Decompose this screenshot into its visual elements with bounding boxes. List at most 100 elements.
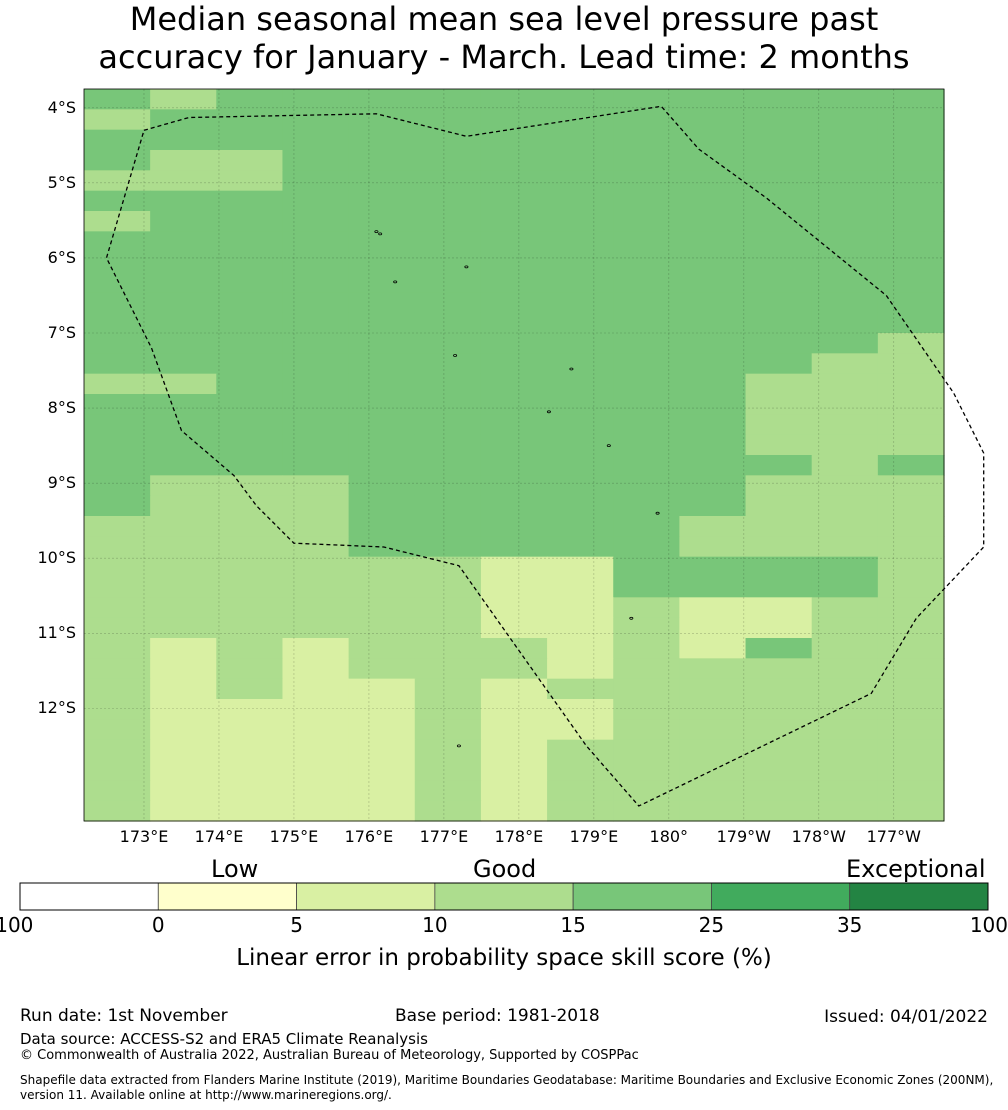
grid-cell [216, 292, 284, 314]
grid-cell [679, 516, 747, 537]
grid-cell [679, 190, 747, 212]
grid-cell [150, 129, 217, 151]
grid-cell [348, 190, 416, 212]
grid-cell [745, 129, 813, 151]
island-outline [453, 354, 458, 357]
grid-cell [150, 516, 217, 537]
grid-cell [414, 699, 482, 720]
grid-cell [480, 414, 548, 436]
grid-cell [348, 516, 416, 537]
grid-cell [547, 577, 614, 598]
grid-cell [745, 434, 813, 456]
grid-cell [282, 638, 350, 659]
grid-cell [877, 699, 945, 720]
grid-cell [348, 699, 416, 720]
island-outline [456, 744, 461, 748]
grid-cell [282, 516, 350, 537]
map-title-line-2: accuracy for January - March. Lead time:… [98, 38, 910, 76]
category-good-label: Good [473, 855, 537, 883]
grid-cell [84, 638, 151, 659]
grid-cell [811, 89, 879, 110]
grid-cell [679, 699, 747, 720]
grid-cell [348, 211, 416, 232]
grid-cell [150, 333, 217, 354]
grid-cell [216, 739, 284, 761]
latitude-label: 7°S [47, 323, 76, 342]
grid-cell [150, 190, 217, 212]
grid-cell [613, 190, 680, 212]
grid-cell [84, 312, 151, 334]
grid-cell [282, 109, 350, 131]
grid-cell [84, 455, 151, 476]
grid-cell [547, 109, 614, 131]
grid-cell [414, 536, 482, 558]
grid-cell [216, 150, 284, 171]
grid-cell [877, 211, 945, 232]
grid-cell [150, 638, 217, 659]
grid-cell [84, 658, 151, 680]
grid-cell [745, 333, 813, 354]
map-frame [83, 88, 945, 822]
grid-cell [414, 292, 482, 314]
longitude-label: 178°W [791, 827, 846, 846]
grid-cell [811, 414, 879, 436]
grid-cell [84, 373, 151, 395]
grid-cell [613, 89, 680, 110]
longitude-label: 174°E [194, 827, 244, 846]
grid-cell [348, 780, 416, 802]
longitude-label: 177°E [419, 827, 469, 846]
grid-cell [216, 251, 284, 273]
grid-cell [547, 455, 614, 476]
grid-cell [811, 373, 879, 395]
grid-cell [877, 292, 945, 314]
island-outline [546, 410, 551, 414]
grid-cell [150, 536, 217, 558]
grid-cell [414, 556, 482, 578]
grid-cell [414, 109, 482, 131]
grid-cell [613, 638, 680, 659]
grid-cell [480, 719, 548, 741]
grid-cell [150, 312, 217, 334]
grid-cell [216, 373, 284, 395]
grid-cell [216, 129, 284, 151]
grid-cell [877, 678, 945, 700]
grid-cell [150, 434, 217, 456]
grid-cell [613, 760, 680, 781]
grid-cell [282, 231, 350, 253]
grid-cell [877, 89, 945, 110]
grid-cell [216, 780, 284, 802]
grid-cell [84, 190, 151, 212]
grid-cell [745, 272, 813, 293]
grid-cell [216, 170, 284, 192]
lat-lon-gridlines [84, 89, 944, 821]
island-outline [655, 511, 660, 515]
grid-cell [480, 699, 548, 720]
grid-cell [745, 394, 813, 415]
grid-cell [348, 556, 416, 578]
grid-cell [150, 109, 217, 131]
grid-cell [745, 373, 813, 395]
grid-cell [745, 719, 813, 741]
colorbar-tick-label: 5 [290, 913, 303, 937]
grid-cell [480, 760, 548, 781]
grid-cell [216, 190, 284, 212]
grid-cell [745, 617, 813, 639]
grid-cell [679, 89, 747, 110]
grid-cell [547, 272, 614, 293]
grid-cell [414, 353, 482, 375]
grid-cell [282, 678, 350, 700]
grid-cell [547, 353, 614, 375]
grid-cell [414, 251, 482, 273]
grid-cell [613, 617, 680, 639]
grid-cell [877, 109, 945, 131]
island-outline [606, 444, 611, 448]
grid-cell [679, 495, 747, 517]
grid-cell [679, 129, 747, 151]
grid-cell [547, 190, 614, 212]
grid-cell [216, 536, 284, 558]
grid-cell [745, 89, 813, 110]
latitude-label: 4°S [47, 97, 76, 117]
longitude-label: 177°W [866, 827, 921, 846]
grid-cell [679, 353, 747, 375]
grid-cell [216, 414, 284, 436]
